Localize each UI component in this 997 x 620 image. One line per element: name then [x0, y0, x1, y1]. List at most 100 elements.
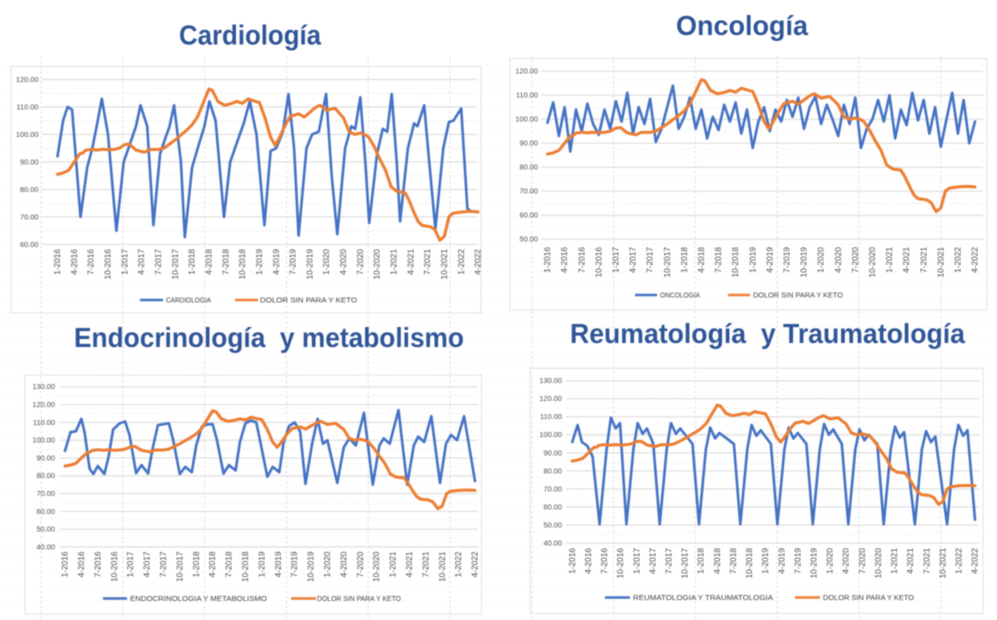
svg-text:7-2017: 7-2017: [664, 548, 674, 574]
svg-text:1-2020: 1-2020: [322, 551, 332, 577]
svg-text:Endocrinología y metabolismo: Endocrinología y metabolismo: [74, 322, 464, 353]
svg-text:4-2019: 4-2019: [764, 247, 774, 273]
svg-text:10-2016: 10-2016: [109, 551, 119, 582]
svg-text:60.00: 60.00: [20, 240, 39, 249]
svg-text:4-2022: 4-2022: [473, 249, 483, 275]
svg-text:10-2016: 10-2016: [593, 247, 603, 278]
svg-text:1-2016: 1-2016: [60, 551, 70, 577]
svg-text:7-2021: 7-2021: [422, 249, 432, 275]
svg-text:1-2018: 1-2018: [187, 249, 197, 275]
svg-text:1-2019: 1-2019: [254, 249, 264, 275]
svg-text:1-2016: 1-2016: [52, 249, 62, 275]
svg-text:4-2020: 4-2020: [338, 249, 348, 275]
svg-text:1-2017: 1-2017: [125, 551, 135, 577]
svg-text:7-2018: 7-2018: [713, 247, 723, 273]
svg-text:100.00: 100.00: [32, 436, 55, 445]
svg-text:4-2017: 4-2017: [136, 249, 146, 275]
svg-text:1-2019: 1-2019: [760, 548, 770, 574]
svg-text:4-2017: 4-2017: [647, 548, 657, 574]
svg-text:110.00: 110.00: [33, 418, 55, 427]
svg-text:90.00: 90.00: [20, 157, 39, 166]
svg-text:CARDIOLOGIA: CARDIOLOGIA: [166, 298, 211, 305]
svg-text:7-2019: 7-2019: [782, 247, 792, 273]
svg-text:1-2019: 1-2019: [256, 551, 266, 577]
svg-text:4-2021: 4-2021: [405, 249, 415, 275]
svg-text:50.00: 50.00: [544, 521, 563, 530]
svg-text:7-2019: 7-2019: [792, 548, 802, 574]
svg-text:1-2018: 1-2018: [696, 548, 706, 574]
svg-text:DOLOR SIN PARA Y KETO: DOLOR SIN PARA Y KETO: [317, 596, 402, 603]
svg-text:7-2018: 7-2018: [728, 548, 738, 574]
svg-text:7-2020: 7-2020: [355, 551, 365, 577]
svg-text:10-2017: 10-2017: [174, 551, 184, 582]
svg-text:70.00: 70.00: [37, 489, 56, 498]
svg-text:130.00: 130.00: [32, 382, 55, 391]
svg-text:110.00: 110.00: [516, 91, 538, 100]
svg-text:7-2017: 7-2017: [153, 249, 163, 275]
svg-text:4-2021: 4-2021: [404, 551, 414, 577]
svg-text:10-2020: 10-2020: [867, 247, 877, 278]
svg-text:4-2016: 4-2016: [76, 551, 86, 577]
svg-text:60.00: 60.00: [544, 502, 563, 511]
svg-text:10-2016: 10-2016: [103, 249, 113, 280]
svg-text:1-2022: 1-2022: [453, 551, 463, 577]
svg-text:10-2021: 10-2021: [937, 548, 947, 579]
svg-text:7-2020: 7-2020: [850, 247, 860, 273]
svg-text:80.00: 80.00: [544, 466, 563, 475]
svg-text:70.00: 70.00: [544, 484, 563, 493]
svg-text:100.00: 100.00: [539, 430, 562, 439]
svg-text:4-2017: 4-2017: [142, 551, 152, 577]
svg-text:10-2020: 10-2020: [873, 548, 883, 579]
svg-text:10-2018: 10-2018: [744, 548, 754, 579]
svg-text:4-2018: 4-2018: [204, 249, 214, 275]
svg-text:110.00: 110.00: [16, 102, 38, 111]
svg-text:4-2018: 4-2018: [712, 548, 722, 574]
svg-text:4-2020: 4-2020: [833, 247, 843, 273]
svg-text:7-2018: 7-2018: [220, 249, 230, 275]
svg-text:7-2018: 7-2018: [224, 551, 234, 577]
svg-text:80.00: 80.00: [520, 163, 539, 172]
svg-text:REUMATOLOGIA Y TRAUMATOLOGIA: REUMATOLOGIA Y TRAUMATOLOGIA: [633, 595, 773, 602]
svg-text:1-2022: 1-2022: [953, 247, 963, 273]
svg-text:ONCOLOGIA: ONCOLOGIA: [660, 293, 700, 300]
svg-text:120.00: 120.00: [16, 75, 39, 84]
svg-text:110.00: 110.00: [540, 412, 562, 421]
svg-text:Reumatología y Traumatología: Reumatología y Traumatología: [570, 318, 966, 349]
svg-text:7-2020: 7-2020: [857, 548, 867, 574]
svg-text:120.00: 120.00: [515, 67, 538, 76]
svg-text:4-2022: 4-2022: [970, 548, 980, 574]
svg-text:10-2018: 10-2018: [240, 551, 250, 582]
svg-text:7-2016: 7-2016: [576, 247, 586, 273]
svg-text:1-2020: 1-2020: [825, 548, 835, 574]
svg-text:80.00: 80.00: [37, 471, 56, 480]
svg-text:10-2016: 10-2016: [615, 548, 625, 579]
svg-text:1-2022: 1-2022: [456, 249, 466, 275]
svg-text:10-2019: 10-2019: [304, 249, 314, 280]
svg-text:10-2018: 10-2018: [237, 249, 247, 280]
svg-text:1-2020: 1-2020: [321, 249, 331, 275]
svg-text:7-2017: 7-2017: [645, 247, 655, 273]
svg-text:7-2019: 7-2019: [289, 551, 299, 577]
svg-text:7-2021: 7-2021: [921, 548, 931, 574]
svg-text:DOLOR SIN PARA Y KETO: DOLOR SIN PARA Y KETO: [823, 595, 915, 602]
svg-text:7-2016: 7-2016: [92, 551, 102, 577]
svg-text:7-2020: 7-2020: [355, 249, 365, 275]
svg-text:40.00: 40.00: [37, 542, 56, 551]
svg-text:7-2017: 7-2017: [158, 551, 168, 577]
svg-text:1-2017: 1-2017: [611, 247, 621, 273]
svg-text:90.00: 90.00: [37, 453, 56, 462]
svg-text:90.00: 90.00: [520, 139, 539, 148]
svg-text:4-2016: 4-2016: [559, 247, 569, 273]
svg-text:10-2017: 10-2017: [170, 249, 180, 280]
svg-text:1-2017: 1-2017: [119, 249, 129, 275]
svg-text:1-2017: 1-2017: [631, 548, 641, 574]
svg-text:50.00: 50.00: [37, 525, 56, 534]
svg-text:60.00: 60.00: [37, 507, 56, 516]
svg-text:80.00: 80.00: [20, 185, 39, 194]
svg-text:1-2022: 1-2022: [954, 548, 964, 574]
svg-text:10-2020: 10-2020: [372, 249, 382, 280]
svg-text:Oncología: Oncología: [676, 10, 809, 41]
svg-text:1-2019: 1-2019: [747, 247, 757, 273]
svg-text:4-2019: 4-2019: [271, 249, 281, 275]
svg-text:100.00: 100.00: [515, 115, 538, 124]
